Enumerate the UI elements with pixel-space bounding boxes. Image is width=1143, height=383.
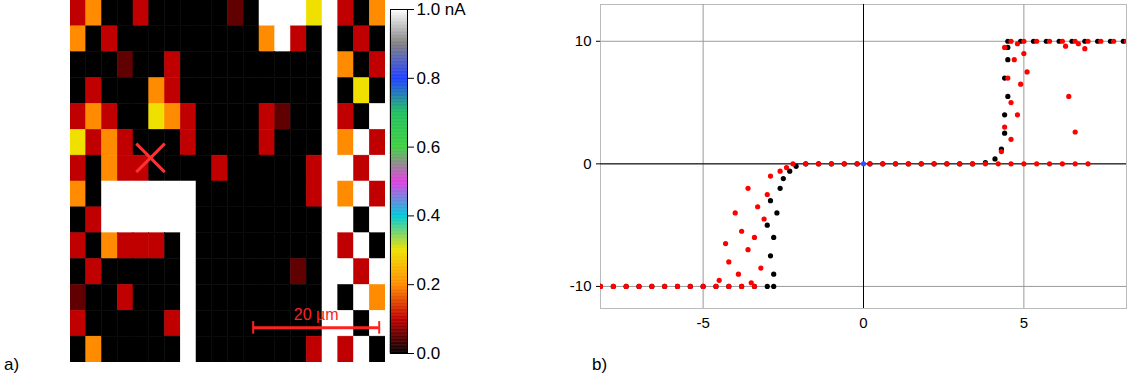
html-text:b): b) [592,355,608,374]
svg-text:0.2: 0.2 [417,275,441,294]
svg-text:0: 0 [859,314,867,331]
svg-text:5: 5 [1020,314,1028,331]
svg-text:-5: -5 [696,314,709,331]
svg-text:10: 10 [575,32,592,49]
svg-text:1.0 nA: 1.0 nA [417,0,467,19]
svg-text:-10: -10 [570,277,592,294]
svg-text:20 µm: 20 µm [294,306,339,323]
svg-text:0.4: 0.4 [417,206,441,225]
svg-text:0.0: 0.0 [417,344,441,363]
svg-text:0.6: 0.6 [417,138,441,157]
html-text:a): a) [4,355,20,374]
svg-text:0.8: 0.8 [417,69,441,88]
svg-text:0: 0 [583,155,591,172]
